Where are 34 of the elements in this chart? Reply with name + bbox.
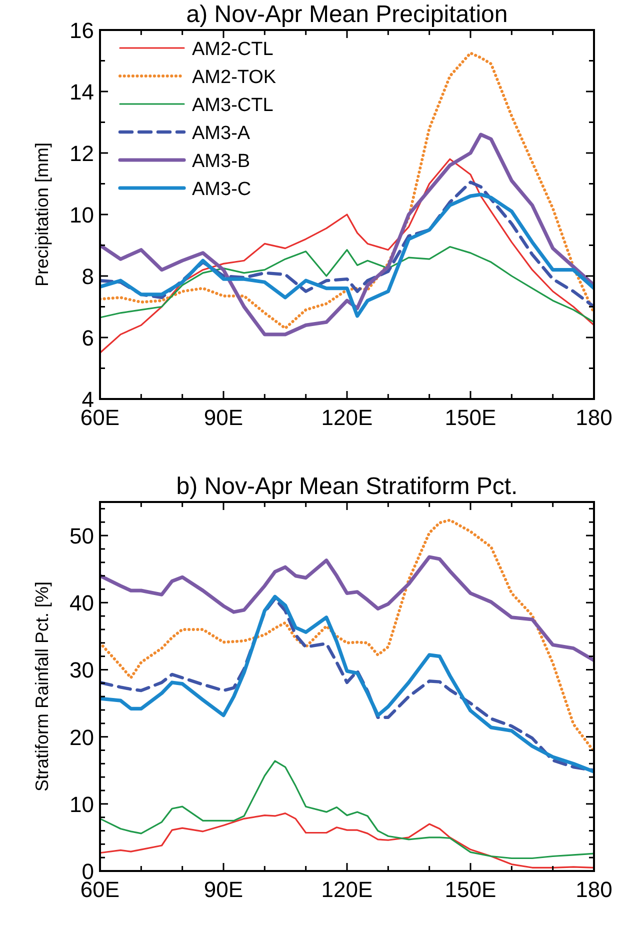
line-series <box>100 812 594 868</box>
y-tick-label: 16 <box>70 18 94 43</box>
legend-label: AM3-CTL <box>192 95 274 116</box>
chart-title: b) Nov-Apr Mean Stratiform Pct. <box>176 473 518 500</box>
chart-title: a) Nov-Apr Mean Precipitation <box>186 1 508 28</box>
y-tick-label: 50 <box>70 524 94 549</box>
x-tick-label: 120E <box>321 405 373 430</box>
x-tick-label: 120E <box>321 877 373 902</box>
y-tick-label: 20 <box>70 724 94 750</box>
legend-label: AM2-TOK <box>192 67 276 88</box>
line-series <box>100 180 594 308</box>
x-tick-label: 150E <box>444 877 496 902</box>
legend-label: AM2-CTL <box>192 39 274 60</box>
legend-label: AM3-C <box>192 179 252 200</box>
y-tick-label: 30 <box>70 658 94 683</box>
x-tick-label: 90E <box>204 405 244 430</box>
x-tick-label: 180 <box>576 405 612 430</box>
line-series <box>100 760 594 860</box>
legend-label: AM3-B <box>192 151 250 172</box>
line-series <box>100 246 594 323</box>
y-tick-label: 12 <box>70 141 94 166</box>
legend-label: AM3-A <box>192 123 250 144</box>
y-axis-title: Precipitation [mm] <box>32 142 52 287</box>
line-series <box>100 555 594 662</box>
y-tick-label: 6 <box>82 326 94 350</box>
x-tick-label: 150E <box>444 405 496 430</box>
x-tick-label: 90E <box>204 877 244 902</box>
y-tick-label: 14 <box>70 80 94 104</box>
x-tick-label: 180 <box>576 877 612 902</box>
y-tick-label: 10 <box>70 202 94 228</box>
y-axis-title: Stratiform Rainfall Pct. [%] <box>32 581 52 792</box>
y-tick-label: 40 <box>70 590 94 616</box>
y-tick-label: 8 <box>82 264 94 289</box>
y-tick-label: 10 <box>70 792 94 817</box>
